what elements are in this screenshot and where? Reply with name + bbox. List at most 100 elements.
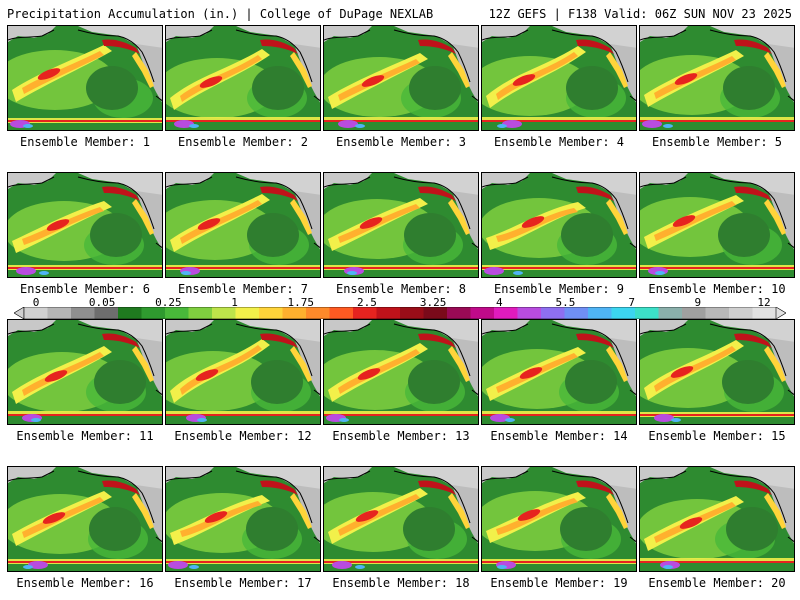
precip-band bbox=[448, 199, 470, 235]
precip-map bbox=[323, 319, 479, 425]
colorbar-swatch bbox=[611, 307, 636, 319]
precip-core bbox=[260, 333, 298, 348]
precip-core bbox=[199, 76, 223, 88]
member-label: Ensemble Member: 5 bbox=[651, 135, 783, 149]
precip-field bbox=[560, 507, 612, 551]
land-area bbox=[78, 173, 162, 218]
precip-band bbox=[290, 52, 312, 88]
colorbar-swatch bbox=[376, 307, 401, 319]
precip-band bbox=[180, 200, 262, 244]
colorbar-tick-label: 2.5 bbox=[356, 296, 377, 309]
precip-core bbox=[576, 186, 614, 201]
precip-map bbox=[639, 25, 795, 131]
coastline bbox=[551, 29, 629, 83]
coastline bbox=[235, 176, 313, 230]
colorbar-swatch bbox=[752, 307, 777, 319]
coastline bbox=[471, 536, 478, 543]
precip-map bbox=[481, 319, 637, 425]
coastline bbox=[471, 242, 478, 249]
precip-band bbox=[654, 346, 736, 392]
precip-band bbox=[448, 493, 470, 529]
precip-band bbox=[166, 117, 320, 122]
colorbar-swatch bbox=[47, 307, 72, 319]
colorbar-swatch bbox=[470, 307, 495, 319]
coastline bbox=[640, 29, 687, 41]
ensemble-member-panel: Ensemble Member: 11 bbox=[7, 319, 163, 447]
precip-core bbox=[260, 186, 298, 201]
member-label: Ensemble Member: 13 bbox=[332, 429, 470, 443]
member-row: Ensemble Member: 11 Ensemble Member: 12 En… bbox=[0, 319, 800, 447]
precip-field bbox=[482, 56, 590, 116]
ensemble-member-panel: Ensemble Member: 19 bbox=[481, 466, 637, 594]
precip-core bbox=[663, 565, 673, 569]
map-canvas bbox=[8, 173, 162, 277]
coastline bbox=[393, 470, 471, 524]
colorbar-arrow-left bbox=[14, 307, 25, 319]
precip-band bbox=[8, 267, 162, 269]
ensemble-member-panel: Ensemble Member: 6 bbox=[7, 172, 163, 300]
map-canvas bbox=[8, 467, 162, 571]
colorbar-swatch bbox=[329, 307, 354, 319]
member-label: Ensemble Member: 6 bbox=[19, 282, 151, 296]
coastline bbox=[709, 323, 787, 377]
precip-core bbox=[576, 480, 614, 495]
member-label: Ensemble Member: 12 bbox=[174, 429, 312, 443]
precip-band bbox=[640, 561, 794, 563]
precip-map bbox=[165, 466, 321, 572]
map-canvas bbox=[166, 173, 320, 277]
colorbar-swatch bbox=[658, 307, 683, 319]
colorbar-swatch bbox=[705, 307, 730, 319]
member-label: Ensemble Member: 15 bbox=[648, 429, 786, 443]
map-canvas bbox=[482, 320, 636, 424]
colorbar-tick-label: 1.75 bbox=[287, 296, 314, 309]
precip-core bbox=[260, 39, 298, 54]
coastline bbox=[393, 176, 471, 230]
precip-map bbox=[7, 466, 163, 572]
map-canvas bbox=[166, 467, 320, 571]
precip-band bbox=[8, 120, 162, 122]
precip-field bbox=[247, 213, 299, 257]
coastline bbox=[787, 95, 794, 102]
map-canvas bbox=[324, 173, 478, 277]
precip-band bbox=[8, 411, 162, 416]
coastline bbox=[629, 95, 636, 102]
map-canvas bbox=[640, 26, 794, 130]
coastline bbox=[551, 323, 629, 377]
coastline bbox=[77, 323, 155, 377]
precip-band bbox=[606, 493, 628, 529]
member-label: Ensemble Member: 10 bbox=[648, 282, 786, 296]
colorbar-arrow-right bbox=[775, 307, 786, 319]
precip-band bbox=[764, 199, 786, 235]
colorbar-swatch bbox=[282, 307, 307, 319]
colorbar-swatch bbox=[141, 307, 166, 319]
precip-core bbox=[347, 271, 357, 275]
coastline bbox=[155, 95, 162, 102]
map-canvas bbox=[640, 467, 794, 571]
land-area bbox=[552, 173, 636, 218]
member-label: Ensemble Member: 4 bbox=[493, 135, 625, 149]
colorbar-swatch bbox=[353, 307, 377, 319]
precip-core bbox=[102, 333, 140, 348]
colorbar-swatch bbox=[24, 307, 48, 319]
coastline bbox=[324, 470, 371, 482]
precip-map bbox=[481, 466, 637, 572]
precip-band bbox=[654, 201, 736, 241]
product-title: Precipitation Accumulation (in.) | Colle… bbox=[7, 7, 434, 21]
coastline bbox=[324, 323, 371, 335]
land-area bbox=[236, 467, 320, 512]
colorbar-swatch bbox=[259, 307, 283, 319]
precip-core bbox=[654, 414, 674, 422]
ensemble-member-panel: Ensemble Member: 18 bbox=[323, 466, 479, 594]
colorbar-tick-label: 3.25 bbox=[419, 296, 447, 309]
coastline bbox=[77, 470, 155, 524]
colorbar-swatch bbox=[729, 307, 753, 319]
precip-core bbox=[521, 216, 545, 228]
land-area bbox=[394, 173, 478, 218]
precip-map bbox=[481, 25, 637, 131]
coastline bbox=[77, 176, 155, 230]
coastline bbox=[787, 389, 794, 396]
precip-core bbox=[484, 267, 504, 275]
precip-core bbox=[37, 68, 61, 80]
coastline bbox=[324, 176, 371, 188]
land-area bbox=[236, 173, 320, 218]
